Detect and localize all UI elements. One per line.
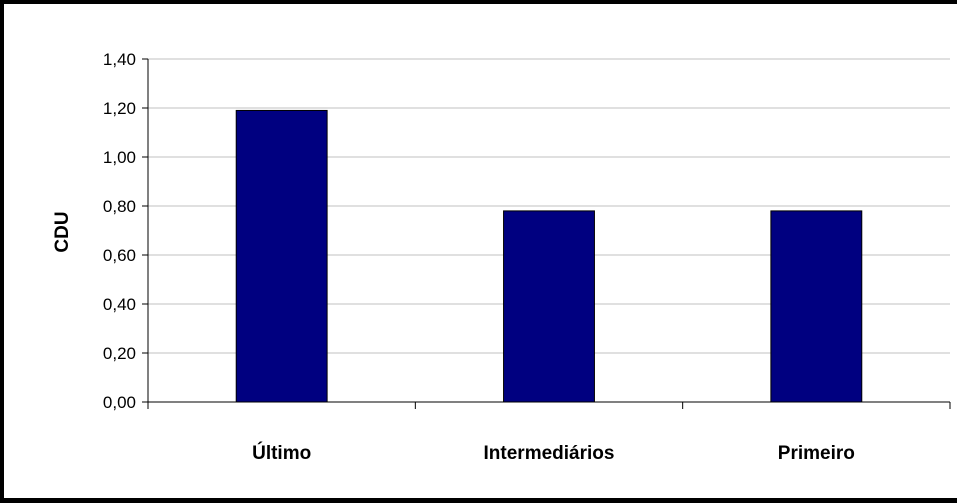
y-tick-label: 0,20	[103, 344, 136, 363]
bar	[770, 210, 863, 403]
axes	[142, 58, 951, 409]
y-tick-label: 1,40	[103, 50, 136, 69]
frame-border-left	[0, 0, 4, 503]
y-tick-label: 0,80	[103, 197, 136, 216]
y-tick-label: 0,00	[103, 393, 136, 412]
x-category-label: Primeiro	[778, 443, 855, 464]
bars	[235, 109, 863, 403]
bar	[235, 109, 328, 403]
frame-border-bottom	[0, 498, 957, 503]
y-tick-label: 1,00	[103, 148, 136, 167]
y-tick-label: 1,20	[103, 99, 136, 118]
labels: 0,00 0,20 0,40 0,60 0,80 1,00 1,20 1,40 Último In…	[103, 50, 855, 464]
x-category-label: Último	[252, 442, 311, 464]
y-tick-label: 0,60	[103, 246, 136, 265]
bar	[503, 210, 595, 403]
x-category-label: Intermediários	[484, 443, 615, 464]
y-axis-title: CDU	[52, 211, 73, 252]
y-tick-label: 0,40	[103, 295, 136, 314]
